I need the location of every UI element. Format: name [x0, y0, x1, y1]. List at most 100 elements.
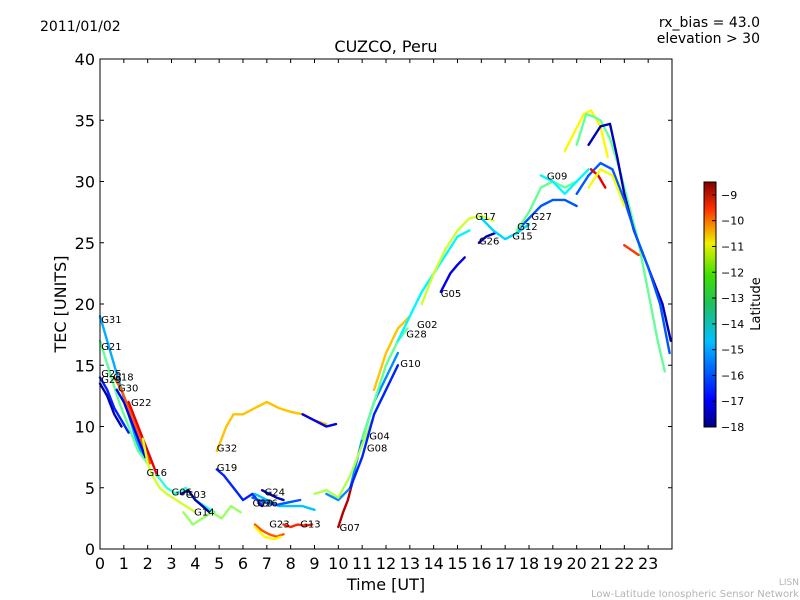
- prn-label: G16: [147, 468, 167, 479]
- series-g27: [515, 180, 578, 232]
- x-tick-label: 3: [166, 554, 176, 573]
- x-tick-label: 9: [309, 554, 319, 573]
- x-axis: 0 1 2 3 4 5 6 7 8 9 10 11 12 13 14 15 16 17 18 19 20 21 22 23: [95, 59, 658, 573]
- x-tick-label: 10: [328, 554, 348, 573]
- series-g09: [539, 168, 590, 196]
- series-g05: [439, 256, 466, 293]
- prn-label: G26: [257, 499, 277, 510]
- x-tick-label: 8: [286, 554, 296, 573]
- prn-label: G21: [101, 342, 121, 353]
- prn-label: G29: [101, 375, 121, 386]
- series-g21: [98, 339, 149, 465]
- series-g08: [313, 419, 373, 499]
- series-g28: [361, 327, 409, 440]
- x-tick-label: 23: [638, 554, 658, 573]
- colorbar-label: Latitude: [749, 277, 764, 331]
- prn-label: G12: [517, 222, 537, 233]
- x-tick-label: 17: [495, 554, 515, 573]
- footer-lisn: LISN: [779, 578, 799, 588]
- x-tick-label: 18: [519, 554, 539, 573]
- prn-label: G08: [367, 444, 387, 455]
- colorbar-tick-label: −9: [721, 189, 737, 202]
- colorbar-tick-label: −15: [721, 344, 744, 357]
- series-g16: [141, 437, 197, 514]
- x-tick-label: 12: [376, 554, 396, 573]
- prn-label: G32: [217, 444, 237, 455]
- colorbar: [703, 181, 717, 428]
- series-gpk7: [587, 168, 626, 208]
- x-tick-label: 13: [400, 554, 420, 573]
- series-gpk1: [563, 109, 609, 159]
- prn-label: G04: [369, 431, 389, 442]
- series-g03: [179, 489, 211, 514]
- colorbar-tick-label: −10: [721, 215, 744, 228]
- colorbar-tick-label: −13: [721, 292, 744, 305]
- series-g30: [115, 388, 147, 459]
- colorbar-tick-label: −18: [721, 421, 744, 434]
- series-gpk6: [623, 243, 640, 257]
- colorbar-tick-label: −14: [721, 318, 744, 331]
- series-g19: [215, 468, 264, 508]
- chart-title: CUZCO, Peru: [334, 37, 437, 56]
- x-axis-label: Time [UT]: [346, 575, 425, 594]
- rx-bias-label: rx_bias = 43.0: [659, 15, 760, 31]
- series-g13: [282, 523, 314, 529]
- series-g26: [477, 231, 497, 245]
- x-tick-label: 1: [119, 554, 129, 573]
- prn-label: G07: [340, 523, 360, 534]
- prn-label: G15: [512, 232, 532, 243]
- prn-label: G02: [417, 320, 437, 331]
- y-tick-label: 20: [75, 295, 95, 314]
- y-tick-label: 15: [75, 356, 95, 375]
- x-tick-label: 2: [143, 554, 153, 573]
- prn-label: G20: [253, 499, 273, 510]
- series-g23y: [253, 525, 283, 541]
- y-tick-label: 35: [75, 111, 95, 130]
- prn-label: G24: [265, 488, 285, 499]
- x-tick-label: 0: [95, 554, 105, 573]
- x-tick-label: 14: [423, 554, 443, 573]
- y-axis-label: TEC [UNITS]: [51, 256, 70, 354]
- series-g17: [420, 214, 495, 306]
- y-axis: 0 5 10 15 20 25 30 35 40: [75, 50, 672, 559]
- x-tick-label: 5: [214, 554, 224, 573]
- prn-label: G28: [406, 330, 426, 341]
- prn-label: G06: [172, 488, 192, 499]
- x-tick-label: 22: [614, 554, 634, 573]
- series-gpk5: [589, 168, 607, 189]
- x-tick-label: 21: [590, 554, 610, 573]
- series-g04: [325, 351, 400, 502]
- prn-label: G30: [118, 384, 138, 395]
- x-tick-label: 4: [190, 554, 200, 573]
- y-tick-label: 30: [75, 173, 95, 192]
- prn-label: G10: [400, 359, 420, 370]
- x-tick-label: 16: [471, 554, 491, 573]
- plot-frame: [99, 58, 673, 550]
- series-g14: [182, 504, 242, 526]
- series-g20: [251, 496, 302, 507]
- prn-label: G18: [113, 373, 133, 384]
- series-gpk3: [587, 122, 672, 342]
- prn-label: G22: [131, 398, 151, 409]
- x-tick-label: 20: [566, 554, 586, 573]
- series-g23: [253, 523, 285, 538]
- prn-label: G27: [531, 212, 551, 223]
- colorbar-tick-label: −11: [721, 240, 744, 253]
- series-g26b: [260, 489, 285, 502]
- x-tick-label: 7: [262, 554, 272, 573]
- prn-label: G09: [547, 172, 567, 183]
- prn-label: G19: [217, 463, 237, 474]
- prn-label: G31: [101, 315, 121, 326]
- y-tick-label: 5: [85, 479, 95, 498]
- colorbar-tick-label: −12: [721, 266, 744, 279]
- colorbar-tick-label: −16: [721, 369, 744, 382]
- y-tick-label: 0: [85, 540, 95, 559]
- x-tick-label: 15: [447, 554, 467, 573]
- x-tick-label: 6: [238, 554, 248, 573]
- series-g29: [98, 382, 123, 428]
- date-label: 2011/01/02: [40, 19, 121, 35]
- series-g32b: [301, 413, 338, 428]
- prn-label: G14: [194, 507, 214, 518]
